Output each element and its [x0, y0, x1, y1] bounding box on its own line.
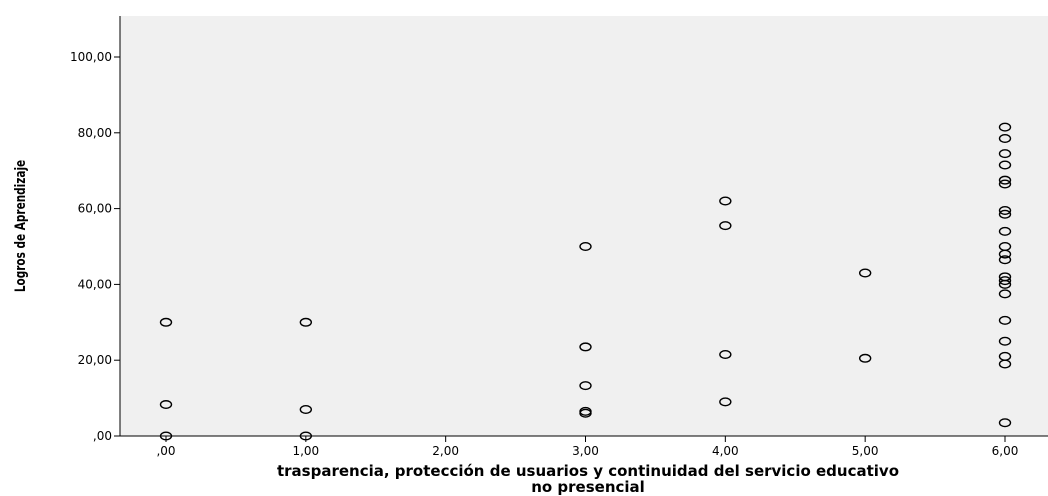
x-axis-title-line1: trasparencia, protección de usuarios y c… [277, 462, 899, 480]
plot-area [120, 16, 1048, 436]
data-point [998, 205, 1012, 215]
data-point [299, 404, 313, 414]
data-point [579, 408, 592, 418]
data-point [858, 268, 872, 278]
x-tick-label: 2,00 [432, 444, 459, 458]
y-axis-title: Logros de Aprendizaje [13, 160, 29, 292]
data-point [998, 209, 1012, 219]
x-tick-label: 3,00 [572, 444, 599, 458]
data-points [159, 122, 1012, 441]
data-point [299, 317, 313, 327]
data-point [719, 221, 732, 231]
data-point [998, 122, 1012, 132]
data-point [719, 196, 732, 206]
data-point [858, 353, 872, 363]
data-point [998, 359, 1012, 369]
data-point [998, 175, 1012, 185]
x-axis-title-line2: no presencial [531, 478, 645, 496]
data-point [998, 418, 1012, 428]
data-point [159, 431, 173, 441]
y-tick-label: 40,00 [78, 277, 112, 291]
data-point [998, 289, 1012, 299]
data-point [719, 350, 732, 360]
data-point [998, 336, 1012, 346]
data-point [998, 179, 1012, 189]
y-tick-label: 20,00 [78, 353, 112, 367]
x-axis-ticks: ,00 1,00 2,00 3,00 4,00 5,00 6,00 [156, 436, 1018, 458]
data-point [159, 400, 173, 410]
x-tick-label: 4,00 [712, 444, 739, 458]
data-point [579, 241, 592, 251]
data-point [159, 317, 173, 327]
y-tick-label: 80,00 [78, 126, 112, 140]
data-point [719, 397, 732, 407]
y-tick-label: ,00 [93, 429, 112, 443]
x-tick-label: 1,00 [292, 444, 319, 458]
data-point [998, 315, 1012, 325]
data-point [998, 255, 1012, 265]
data-point [998, 279, 1012, 289]
data-point [998, 160, 1012, 170]
y-axis-ticks: ,00 20,00 40,00 60,00 80,00 100,00 [70, 50, 120, 443]
y-tick-label: 60,00 [78, 202, 112, 216]
x-tick-label: 6,00 [992, 444, 1019, 458]
x-tick-label: ,00 [156, 444, 175, 458]
data-point [579, 381, 592, 391]
data-point [998, 249, 1012, 259]
data-point [998, 133, 1012, 143]
data-point [998, 226, 1012, 236]
y-tick-label: 100,00 [70, 50, 112, 64]
data-point [299, 431, 313, 441]
data-point [579, 342, 592, 352]
x-tick-label: 5,00 [852, 444, 879, 458]
data-point [998, 149, 1012, 159]
data-point [998, 276, 1012, 286]
